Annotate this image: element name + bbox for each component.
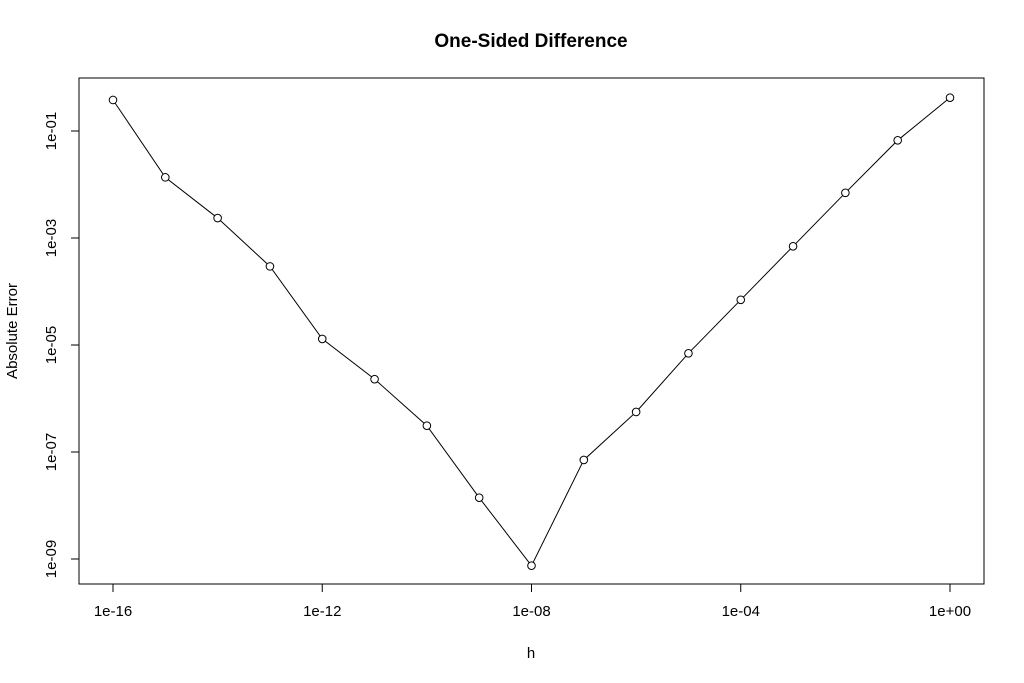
x-tick-label: 1e-08	[512, 603, 550, 620]
x-tick-label: 1e+00	[929, 603, 971, 620]
chart-title: One-Sided Difference	[434, 31, 627, 52]
data-point	[474, 493, 484, 502]
data-point	[579, 455, 589, 465]
x-tick-label: 1e-16	[94, 603, 132, 620]
data-point	[161, 173, 170, 182]
data-point	[527, 561, 536, 570]
data-point	[317, 334, 327, 344]
data-point	[841, 188, 850, 198]
x-axis-label: h	[527, 645, 535, 662]
y-axis: 1e-09 1e-07 1e-05 1e-03 1e-01	[43, 112, 80, 578]
y-tick-label: 1e-07	[43, 433, 60, 471]
data-point	[945, 93, 955, 102]
data-point	[108, 95, 118, 105]
y-tick-label: 1e-03	[43, 219, 60, 257]
data-point	[684, 348, 693, 358]
series-line	[112, 97, 951, 567]
data-point	[788, 241, 798, 251]
data-point	[213, 213, 222, 223]
data-point	[265, 262, 275, 271]
y-tick-label: 1e-01	[43, 112, 60, 150]
x-tick-label: 1e-04	[722, 603, 760, 620]
x-tick-label: 1e-12	[303, 603, 341, 620]
plot-frame	[78, 77, 985, 585]
y-tick-label: 1e-09	[43, 540, 60, 578]
x-axis: 1e-16 1e-12 1e-08 1e-04 1e+00	[94, 583, 971, 620]
data-point	[736, 295, 746, 305]
series-layer	[108, 93, 955, 570]
y-tick-label: 1e-05	[43, 326, 60, 364]
data-point	[631, 407, 641, 417]
data-point	[370, 374, 379, 384]
y-axis-label: Absolute Error	[4, 283, 21, 379]
data-point	[422, 421, 432, 431]
data-point	[893, 136, 902, 145]
